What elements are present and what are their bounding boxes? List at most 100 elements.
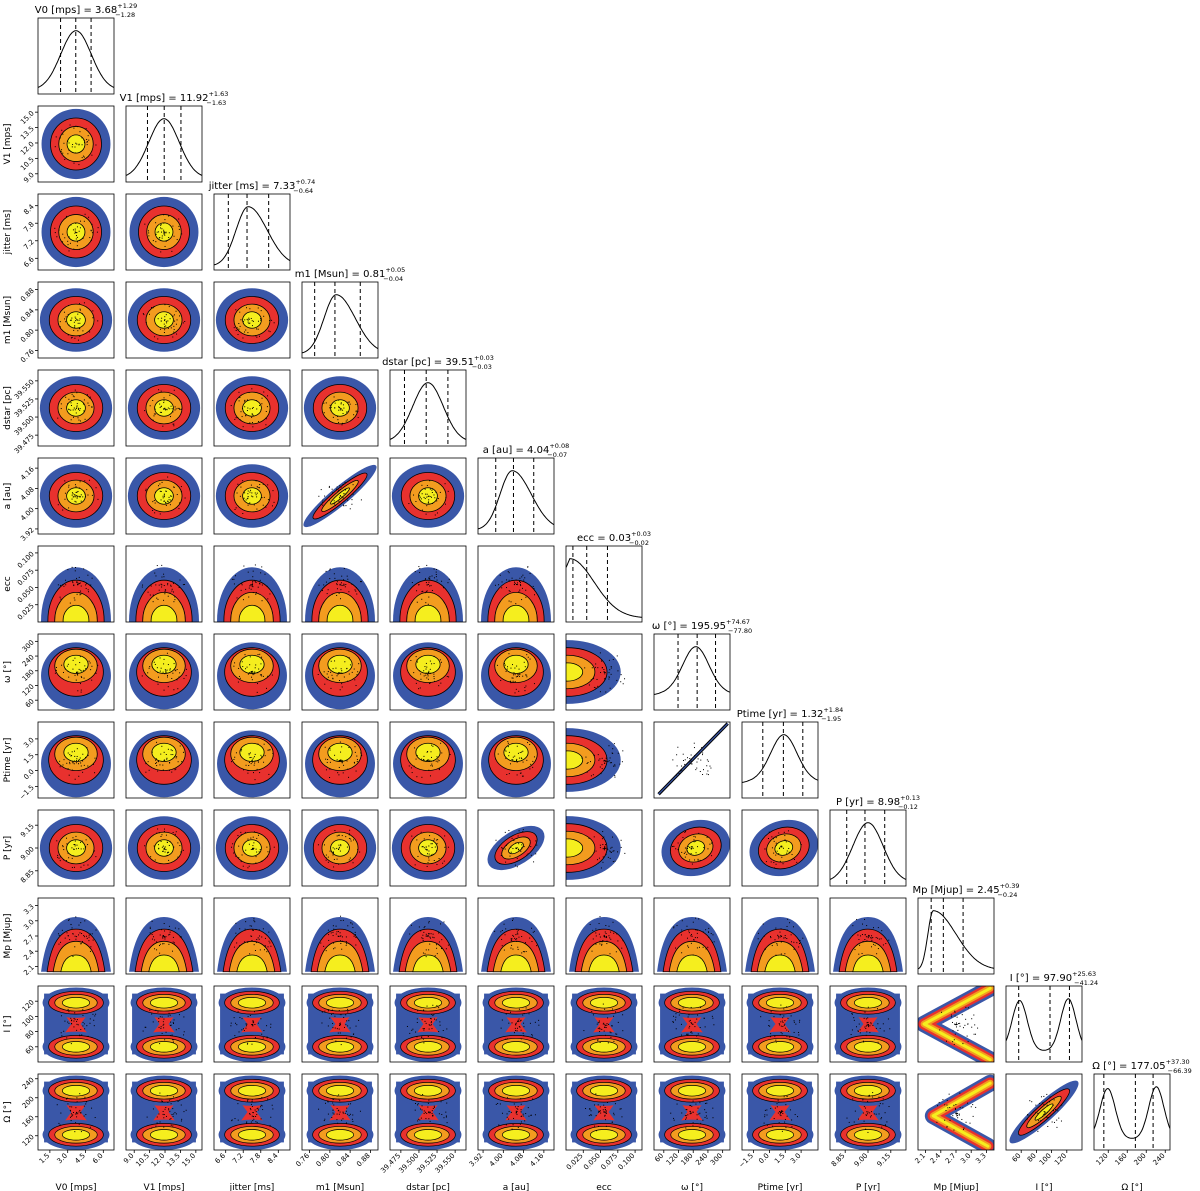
panel-frame	[213, 545, 291, 623]
xtick-I-0: 60	[1011, 1152, 1023, 1164]
hist-curve-Ptime	[742, 734, 818, 783]
hist-curve-P	[830, 822, 906, 880]
ytick-omega-4: 300	[21, 639, 36, 654]
panel-V1-vs-V0: 9.010.512.013.515.0 V1 [mps]	[3, 105, 115, 185]
ylabel-dstar: dstar [pc]	[3, 386, 13, 430]
ytick-P-1: 9.00	[19, 845, 36, 862]
ytick-omega-3: 240	[21, 653, 36, 668]
ytick-Omega-1: 160	[21, 1114, 36, 1129]
panel-m1-vs-jitter	[213, 281, 291, 359]
ylabel-Ptime: Ptime [yr]	[3, 738, 13, 783]
panel-dstar-vs-V1	[125, 369, 203, 447]
hist-curve-Mp	[918, 910, 994, 970]
ylabel-a: a [au]	[3, 483, 13, 510]
panel-omega-vs-dstar	[389, 633, 467, 711]
xtick-m1-3: 0.88	[355, 1152, 372, 1169]
xtick-a-3: 4.16	[529, 1151, 546, 1168]
xtick-P-1: 9.00	[853, 1152, 870, 1169]
ytick-ecc-1: 0.050	[16, 585, 36, 605]
ytick-omega-0: 60	[24, 697, 36, 709]
panel-dstar-vs-jitter	[213, 369, 291, 447]
panel-frame	[741, 1073, 819, 1151]
panel-Ptime-vs-jitter	[213, 721, 291, 799]
panel-P-vs-a	[477, 809, 555, 887]
panel-frame	[301, 457, 379, 535]
panel-frame	[37, 457, 115, 535]
ylabel-P: P [yr]	[3, 836, 13, 860]
panel-Omega-vs-Mp: 2.1 2.4 2.7 3.0 3.3 Mp [Mjup]	[913, 1073, 995, 1191]
panel-frame	[741, 721, 819, 799]
panel-Omega-vs-P: 8.85 9.00 9.15 P [yr]	[829, 1073, 907, 1191]
panel-frame	[125, 897, 203, 975]
ytick-Omega-0: 120	[21, 1133, 36, 1148]
hist-panel-I: I [°] = 97.90+25.63 −41.24	[1005, 970, 1098, 1063]
panel-ecc-vs-jitter	[213, 545, 291, 623]
panel-omega-vs-m1	[301, 633, 379, 711]
hist-curve-Omega	[1094, 1086, 1170, 1139]
panel-frame	[213, 809, 291, 887]
ytick-Ptime-2: 1.5	[22, 752, 36, 766]
panel-jitter-vs-V1	[125, 193, 203, 271]
ytick-jitter-0: 6.6	[22, 255, 36, 269]
panel-frame	[477, 897, 555, 975]
xlabel-ecc: ecc	[596, 1183, 611, 1191]
xtick-omega-0: 60	[653, 1152, 665, 1164]
panel-frame	[1005, 1073, 1083, 1151]
hist-curve-a	[478, 470, 554, 530]
panel-frame	[477, 809, 555, 887]
panel-Omega-vs-V0: 1.5 3.0 4.5 6.0 V0 [mps] 120 160 200 240 Ω [°]	[3, 1073, 115, 1191]
xtick-V1-4: 15.0	[181, 1152, 198, 1169]
panel-frame	[1005, 985, 1083, 1063]
xtick-jitter-0: 6.6	[214, 1151, 228, 1165]
panel-Ptime-vs-omega	[653, 721, 731, 799]
panel-frame	[301, 545, 379, 623]
panel-omega-vs-V1	[125, 633, 203, 711]
panel-frame	[829, 897, 907, 975]
ylabel-ecc: ecc	[3, 576, 13, 591]
panel-P-vs-dstar	[389, 809, 467, 887]
xtick-V0-3: 6.0	[91, 1152, 105, 1166]
panel-frame	[389, 897, 467, 975]
panel-I-vs-V1	[125, 985, 203, 1063]
title-jitter: jitter [ms] = 7.33+0.74 −0.64	[208, 178, 316, 195]
xlabel-V1: V1 [mps]	[144, 1183, 185, 1191]
panel-a-vs-V1	[125, 457, 203, 535]
ytick-Mp-0: 2.1	[22, 964, 36, 978]
panel-I-vs-Ptime	[741, 985, 819, 1063]
ylabel-Omega: Ω [°]	[3, 1101, 13, 1122]
ytick-Mp-4: 3.3	[22, 903, 36, 917]
xtick-I-1: 80	[1026, 1152, 1038, 1164]
ytick-ecc-0: 0.025	[16, 602, 36, 622]
ytick-V1-0: 9.0	[22, 171, 36, 185]
panel-I-vs-a	[477, 985, 555, 1063]
xtick-I-2: 100	[1038, 1152, 1053, 1167]
panel-frame	[741, 809, 819, 887]
panel-Mp-vs-a	[477, 897, 555, 975]
ytick-a-0: 3.92	[19, 526, 36, 543]
panel-frame	[477, 545, 555, 623]
panel-frame	[125, 1073, 203, 1151]
xtick-V1-3: 13.5	[165, 1152, 182, 1169]
panel-I-vs-dstar	[389, 985, 467, 1063]
ytick-jitter-1: 7.2	[22, 238, 36, 252]
panel-frame	[1093, 1073, 1171, 1151]
panel-I-vs-ecc	[565, 985, 643, 1063]
ytick-m1-0: 0.76	[19, 347, 36, 364]
panel-I-vs-P	[829, 985, 907, 1063]
panel-frame	[213, 193, 291, 271]
ytick-Mp-1: 2.4	[22, 948, 36, 962]
xtick-V0-2: 4.5	[73, 1152, 87, 1166]
panel-Ptime-vs-V1	[125, 721, 203, 799]
hist-panel-Ptime: Ptime [yr] = 1.32+1.84 −1.95	[737, 706, 843, 799]
panel-Ptime-vs-dstar	[389, 721, 467, 799]
panel-frame	[565, 809, 643, 887]
panel-P-vs-jitter	[213, 809, 291, 887]
xtick-Mp-3: 3.0	[959, 1152, 973, 1166]
xlabel-Mp: Mp [Mjup]	[933, 1183, 978, 1191]
panel-frame	[125, 105, 203, 183]
panel-ecc-vs-dstar	[389, 545, 467, 623]
panel-frame	[389, 457, 467, 535]
panel-frame	[301, 1073, 379, 1151]
